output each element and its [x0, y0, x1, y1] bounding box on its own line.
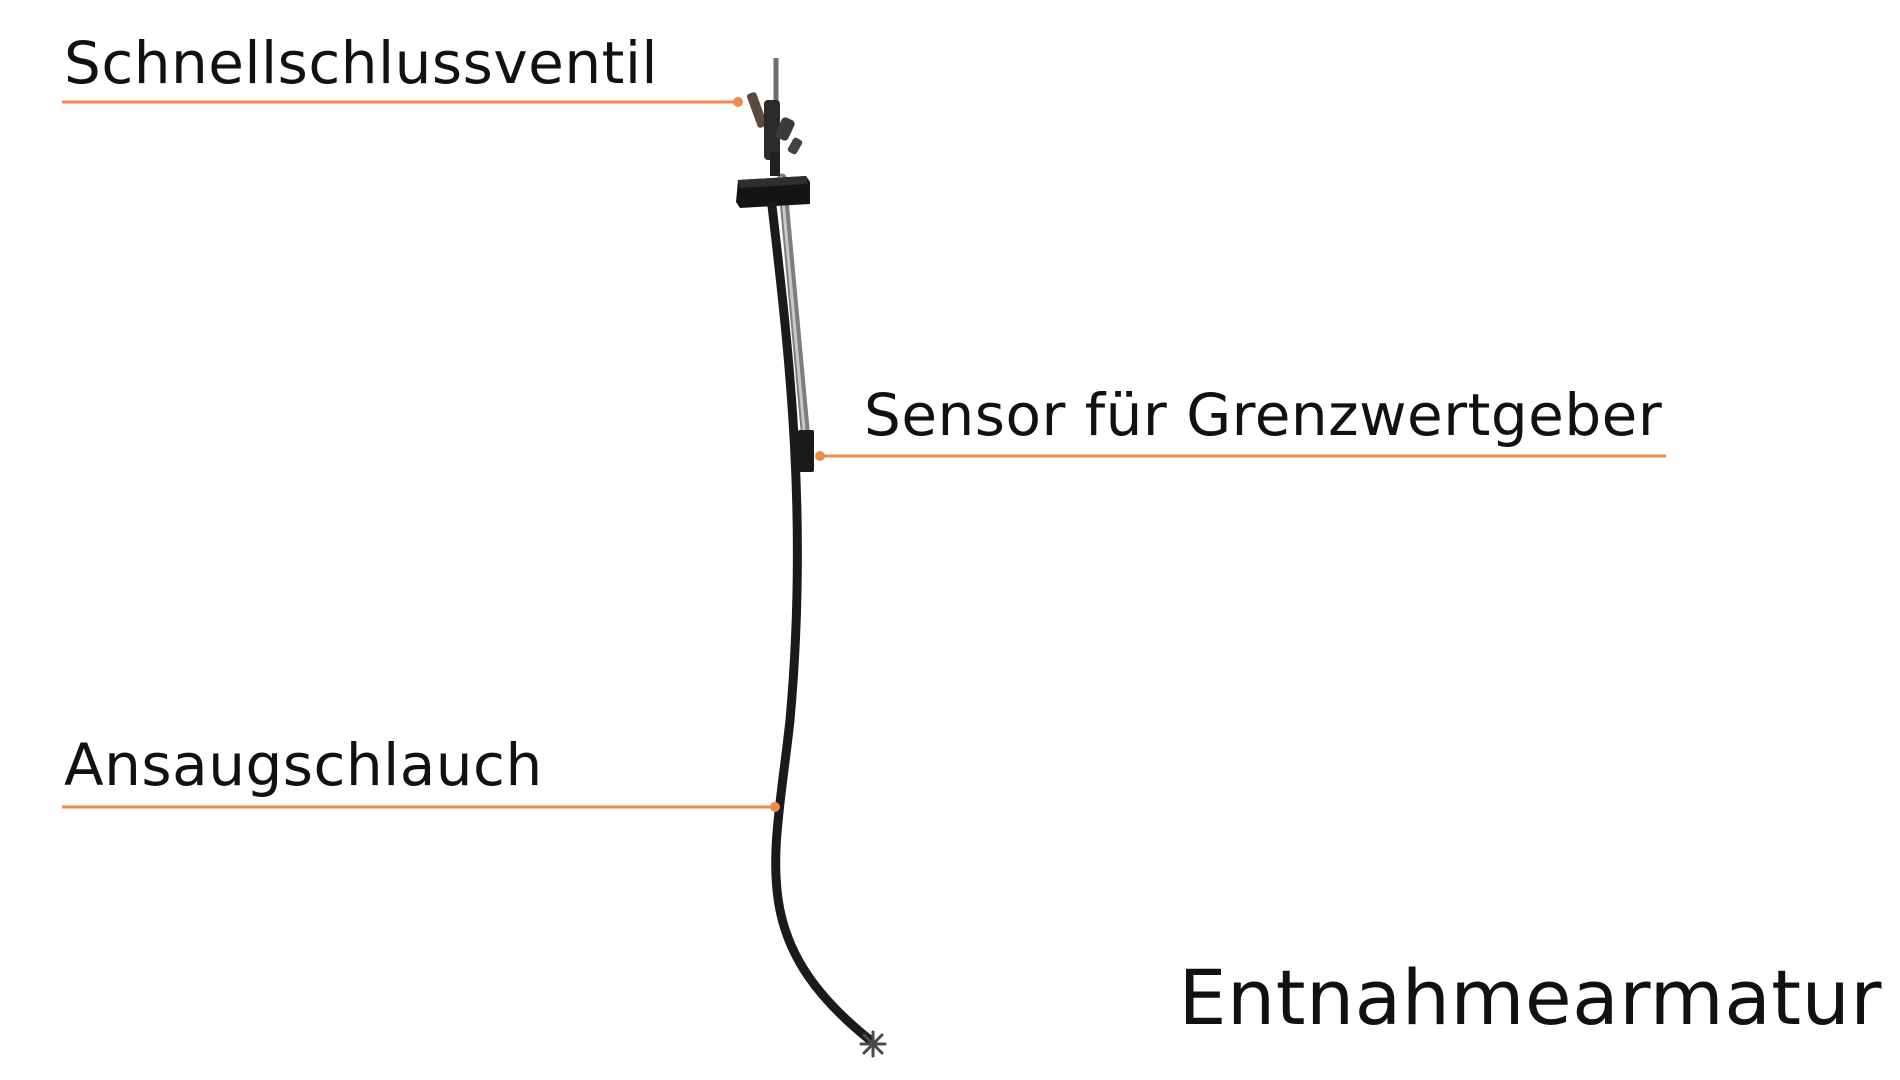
- mounting-block: [736, 176, 810, 208]
- callout-sensor-label: Sensor für Grenzwertgeber: [864, 381, 1663, 449]
- leader-hose: [62, 802, 780, 812]
- leader-sensor: [815, 451, 1666, 461]
- leader-valve: [62, 97, 743, 107]
- callout-hose-label: Ansaugschlauch: [64, 731, 543, 799]
- diagram-title: Entnahmearmatur: [1178, 953, 1882, 1042]
- sensor-housing: [798, 430, 814, 472]
- callout-valve-label: Schnellschlussventil: [64, 29, 659, 97]
- suction-hose: [767, 201, 875, 1045]
- strainer-star-icon: [859, 1030, 887, 1058]
- valve-assembly: [746, 92, 803, 176]
